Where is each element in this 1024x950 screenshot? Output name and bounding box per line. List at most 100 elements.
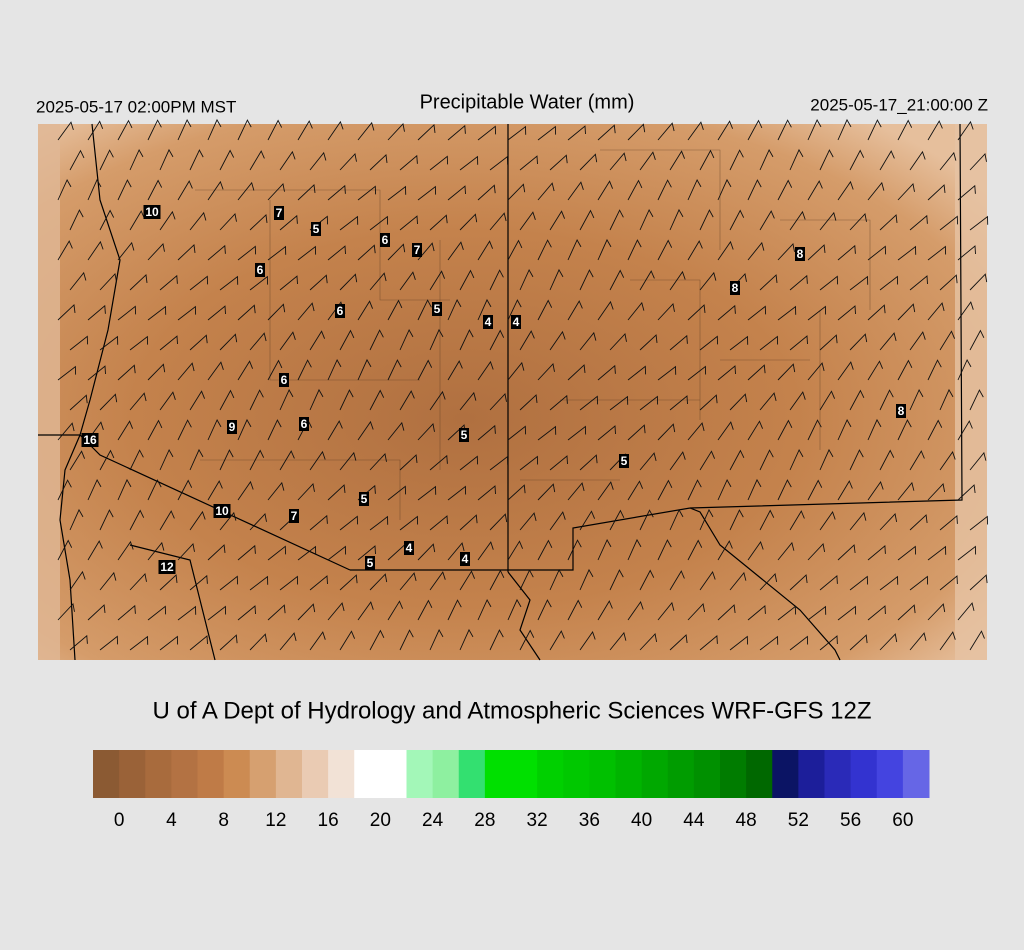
wind-barb xyxy=(399,572,417,591)
wind-barb xyxy=(129,335,149,351)
station-value: 5 xyxy=(313,222,320,236)
wind-barb xyxy=(879,513,898,531)
station-box xyxy=(274,206,284,220)
station-value: 16 xyxy=(83,433,97,447)
wind-barb xyxy=(117,478,132,501)
wind-barb xyxy=(537,483,556,501)
wind-barb xyxy=(747,305,767,321)
wind-barb xyxy=(807,419,822,441)
wind-barb xyxy=(639,633,658,651)
colorbar-tick-label: 20 xyxy=(370,810,391,831)
wind-barb xyxy=(357,244,376,261)
wind-barb xyxy=(669,570,685,591)
wind-barb xyxy=(459,514,478,531)
wind-barb xyxy=(369,573,388,591)
wind-barb xyxy=(879,275,899,291)
wind-barb xyxy=(69,634,88,651)
colorbar-swatch xyxy=(615,750,643,798)
wind-barb xyxy=(237,181,255,201)
wind-barb xyxy=(177,119,192,141)
wind-barb xyxy=(759,210,775,231)
wind-barb xyxy=(699,394,718,411)
wind-barb xyxy=(777,363,796,381)
wind-barb xyxy=(297,482,315,501)
wind-barb xyxy=(399,154,418,171)
wind-barb xyxy=(747,604,766,621)
wind-barb xyxy=(327,602,345,621)
wind-barb xyxy=(909,150,926,171)
wind-barb xyxy=(267,604,286,621)
wind-barb xyxy=(957,484,976,501)
wind-barb xyxy=(597,600,613,621)
station-box xyxy=(380,233,390,247)
wind-barb xyxy=(717,120,734,141)
wind-barb xyxy=(147,605,167,621)
wind-barb xyxy=(387,600,404,621)
wind-barb xyxy=(549,455,568,471)
wind-barb xyxy=(627,538,642,561)
wind-barb xyxy=(309,631,326,651)
wind-barb xyxy=(549,569,564,591)
wind-barb xyxy=(489,329,505,351)
wind-barb xyxy=(459,213,478,231)
wind-barb xyxy=(939,330,956,351)
wind-barb xyxy=(579,209,595,231)
wind-barb xyxy=(459,329,474,351)
wind-barb xyxy=(489,629,504,651)
wind-barb xyxy=(249,150,265,171)
wind-barb xyxy=(849,212,867,231)
station-value: 7 xyxy=(276,206,283,220)
wind-barb xyxy=(297,603,316,621)
wind-barb xyxy=(459,570,476,591)
wind-barb xyxy=(939,575,958,591)
wind-barb xyxy=(657,539,672,561)
wind-barb xyxy=(489,392,507,411)
wind-barb xyxy=(327,120,344,141)
wind-barb xyxy=(507,484,526,501)
wind-barb xyxy=(507,598,522,621)
wind-barb xyxy=(969,329,985,351)
wind-barb xyxy=(699,209,714,231)
wind-barb xyxy=(639,569,655,591)
wind-barb xyxy=(879,150,895,171)
wind-barb xyxy=(777,605,797,621)
wind-barb xyxy=(609,332,627,351)
wind-barb xyxy=(837,544,856,561)
wind-barb xyxy=(207,419,222,441)
wind-barb xyxy=(927,359,942,381)
wind-barb xyxy=(117,305,137,321)
wind-barb xyxy=(507,425,527,441)
wind-barb xyxy=(789,510,805,531)
wind-barb xyxy=(429,515,448,531)
wind-barb xyxy=(579,153,598,171)
wind-barb xyxy=(849,275,869,291)
colorbar-swatch xyxy=(328,750,355,798)
wind-barb xyxy=(657,479,673,501)
station-value: 10 xyxy=(145,205,159,219)
colorbar-tick-label: 40 xyxy=(631,810,652,831)
station-box xyxy=(227,420,237,434)
station-box xyxy=(299,417,309,431)
wind-barb xyxy=(249,633,268,651)
station-box xyxy=(896,404,906,418)
wind-barb xyxy=(789,449,804,471)
wind-barb xyxy=(399,629,414,651)
wind-barb xyxy=(207,244,226,261)
wind-barb xyxy=(939,274,958,291)
wind-barb xyxy=(819,275,839,291)
wind-barb xyxy=(867,119,882,141)
wind-barb xyxy=(837,305,856,321)
station-box xyxy=(158,560,176,574)
station-value: 7 xyxy=(414,243,421,257)
colorbar-swatch xyxy=(589,750,616,798)
wind-barb xyxy=(759,149,774,171)
colorbar-tick-label: 16 xyxy=(318,810,339,831)
station-box xyxy=(213,504,231,518)
colorbar-swatch xyxy=(772,750,799,798)
wind-barb xyxy=(147,363,166,381)
colorbar-swatch xyxy=(275,750,303,798)
wind-barb xyxy=(549,330,566,351)
wind-barb xyxy=(267,359,283,381)
wind-barb xyxy=(537,125,557,141)
wind-barb xyxy=(639,452,657,471)
